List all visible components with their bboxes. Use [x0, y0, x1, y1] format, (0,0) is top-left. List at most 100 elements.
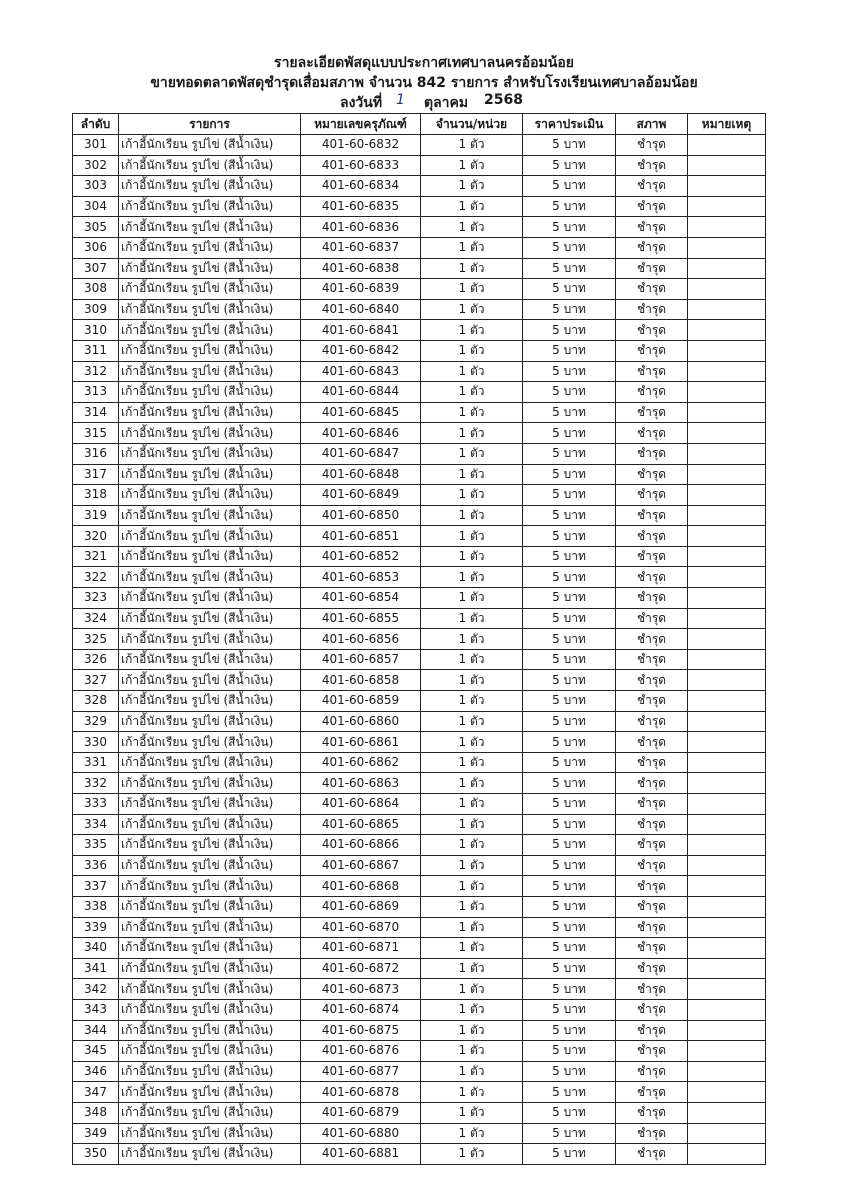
table-row: 308 เก้าอี้นักเรียน รูปไข่ (สีน้ำเงิน) 401…: [72, 278, 766, 300]
table-cell: 324: [72, 607, 119, 630]
table-cell: 345: [72, 1040, 119, 1062]
table-cell: 326: [72, 648, 119, 671]
table-cell: เก้าอี้นักเรียน รูปไข่ (สีน้ำเงิน): [118, 257, 301, 280]
table-cell: 5 บาท: [522, 216, 616, 238]
empty-cell: [687, 669, 766, 692]
table-cell: 5 บาท: [522, 628, 616, 650]
table-row: 329 เก้าอี้นักเรียน รูปไข่ (สีน้ำเงิน) 401…: [72, 710, 766, 733]
table-cell: 401-60-6875: [300, 1019, 421, 1042]
table-cell: 401-60-6836: [300, 216, 421, 238]
empty-cell: [687, 648, 766, 671]
table-cell: เก้าอี้นักเรียน รูปไข่ (สีน้ำเงิน): [118, 545, 301, 568]
table-cell: 304: [72, 195, 119, 218]
table-cell: 305: [72, 216, 119, 238]
table-cell: ชำรุด: [615, 175, 688, 197]
table-cell: 401-60-6849: [300, 484, 421, 506]
table-cell: เก้าอี้นักเรียน รูปไข่ (สีน้ำเงิน): [118, 216, 301, 238]
table-cell: เก้าอี้นักเรียน รูปไข่ (สีน้ำเงิน): [118, 298, 301, 321]
empty-cell: [687, 628, 766, 650]
table-cell: 344: [72, 1019, 119, 1042]
empty-cell: [687, 998, 766, 1021]
table-row: 306 เก้าอี้นักเรียน รูปไข่ (สีน้ำเงิน) 401…: [72, 236, 766, 259]
table-cell: 401-60-6846: [300, 422, 421, 444]
table-cell: 322: [72, 566, 119, 589]
table-cell: เก้าอี้นักเรียน รูปไข่ (สีน้ำเงิน): [118, 154, 301, 177]
table-cell: 349: [72, 1122, 119, 1145]
table-cell: ชำรุด: [615, 1040, 688, 1062]
table-cell: 310: [72, 319, 119, 341]
empty-cell: [687, 772, 766, 794]
table-cell: 1 ตัว: [420, 710, 523, 733]
empty-cell: [687, 937, 766, 959]
column-header: จำนวน/หน่วย: [420, 113, 523, 135]
table-cell: 1 ตัว: [420, 1019, 523, 1042]
table-cell: เก้าอี้นักเรียน รูปไข่ (สีน้ำเงิน): [118, 854, 301, 877]
table-cell: เก้าอี้นักเรียน รูปไข่ (สีน้ำเงิน): [118, 134, 301, 156]
table-cell: 401-60-6840: [300, 298, 421, 321]
empty-cell: [687, 1122, 766, 1145]
empty-cell: [687, 1060, 766, 1083]
table-cell: 5 บาท: [522, 236, 616, 259]
table-cell: 401-60-6874: [300, 998, 421, 1021]
table-cell: 1 ตัว: [420, 545, 523, 568]
table-cell: 1 ตัว: [420, 319, 523, 341]
table-cell: 5 บาท: [522, 1143, 616, 1165]
table-cell: เก้าอี้นักเรียน รูปไข่ (สีน้ำเงิน): [118, 175, 301, 197]
table-cell: 348: [72, 1101, 119, 1124]
table-cell: 401-60-6868: [300, 875, 421, 897]
table-cell: ชำรุด: [615, 1081, 688, 1103]
table-cell: 401-60-6871: [300, 937, 421, 959]
table-cell: เก้าอี้นักเรียน รูปไข่ (สีน้ำเงิน): [118, 834, 301, 856]
table-row: 337 เก้าอี้นักเรียน รูปไข่ (สีน้ำเงิน) 401…: [72, 875, 766, 897]
empty-cell: [687, 813, 766, 836]
table-cell: 5 บาท: [522, 1081, 616, 1103]
table-cell: 401-60-6876: [300, 1040, 421, 1062]
table-row: 311 เก้าอี้นักเรียน รูปไข่ (สีน้ำเงิน) 401…: [72, 339, 766, 362]
table-cell: ชำรุด: [615, 895, 688, 918]
table-cell: 328: [72, 690, 119, 712]
table-cell: 5 บาท: [522, 690, 616, 712]
table-cell: เก้าอี้นักเรียน รูปไข่ (สีน้ำเงิน): [118, 1019, 301, 1042]
table-cell: 1 ตัว: [420, 442, 523, 465]
table-cell: 401-60-6867: [300, 854, 421, 877]
table-row: 342 เก้าอี้นักเรียน รูปไข่ (สีน้ำเงิน) 401…: [72, 978, 766, 1000]
table-cell: 401-60-6852: [300, 545, 421, 568]
table-cell: ชำรุด: [615, 751, 688, 774]
table-cell: 401-60-6864: [300, 793, 421, 815]
empty-cell: [687, 401, 766, 424]
table-cell: 1 ตัว: [420, 1081, 523, 1103]
table-cell: 318: [72, 484, 119, 506]
table-row: 341 เก้าอี้นักเรียน รูปไข่ (สีน้ำเงิน) 401…: [72, 957, 766, 980]
table-cell: ชำรุด: [615, 401, 688, 424]
table-cell: 340: [72, 937, 119, 959]
table-row: 335 เก้าอี้นักเรียน รูปไข่ (สีน้ำเงิน) 401…: [72, 834, 766, 856]
table-cell: 5 บาท: [522, 422, 616, 444]
table-cell: 1 ตัว: [420, 298, 523, 321]
table-cell: 5 บาท: [522, 916, 616, 939]
table-cell: เก้าอี้นักเรียน รูปไข่ (สีน้ำเงิน): [118, 339, 301, 362]
table-row: 350 เก้าอี้นักเรียน รูปไข่ (สีน้ำเงิน) 401…: [72, 1143, 766, 1165]
table-cell: 321: [72, 545, 119, 568]
table-cell: 320: [72, 525, 119, 547]
table-cell: ชำรุด: [615, 937, 688, 959]
empty-cell: [687, 216, 766, 238]
table-cell: 329: [72, 710, 119, 733]
table-cell: 1 ตัว: [420, 998, 523, 1021]
table-cell: เก้าอี้นักเรียน รูปไข่ (สีน้ำเงิน): [118, 319, 301, 341]
table-cell: 401-60-6832: [300, 134, 421, 156]
table-cell: 5 บาท: [522, 669, 616, 692]
table-cell: ชำรุด: [615, 854, 688, 877]
table-row: 324 เก้าอี้นักเรียน รูปไข่ (สีน้ำเงิน) 401…: [72, 607, 766, 630]
table-cell: 401-60-6844: [300, 381, 421, 403]
table-cell: 1 ตัว: [420, 1060, 523, 1083]
table-cell: 338: [72, 895, 119, 918]
table-cell: 401-60-6842: [300, 339, 421, 362]
table-cell: 1 ตัว: [420, 134, 523, 156]
table-row: 305 เก้าอี้นักเรียน รูปไข่ (สีน้ำเงิน) 401…: [72, 216, 766, 238]
table-cell: 401-60-6862: [300, 751, 421, 774]
table-row: 303 เก้าอี้นักเรียน รูปไข่ (สีน้ำเงิน) 401…: [72, 175, 766, 197]
table-cell: เก้าอี้นักเรียน รูปไข่ (สีน้ำเงิน): [118, 813, 301, 836]
table-cell: 347: [72, 1081, 119, 1103]
table-cell: 309: [72, 298, 119, 321]
table-row: 319 เก้าอี้นักเรียน รูปไข่ (สีน้ำเงิน) 401…: [72, 504, 766, 527]
